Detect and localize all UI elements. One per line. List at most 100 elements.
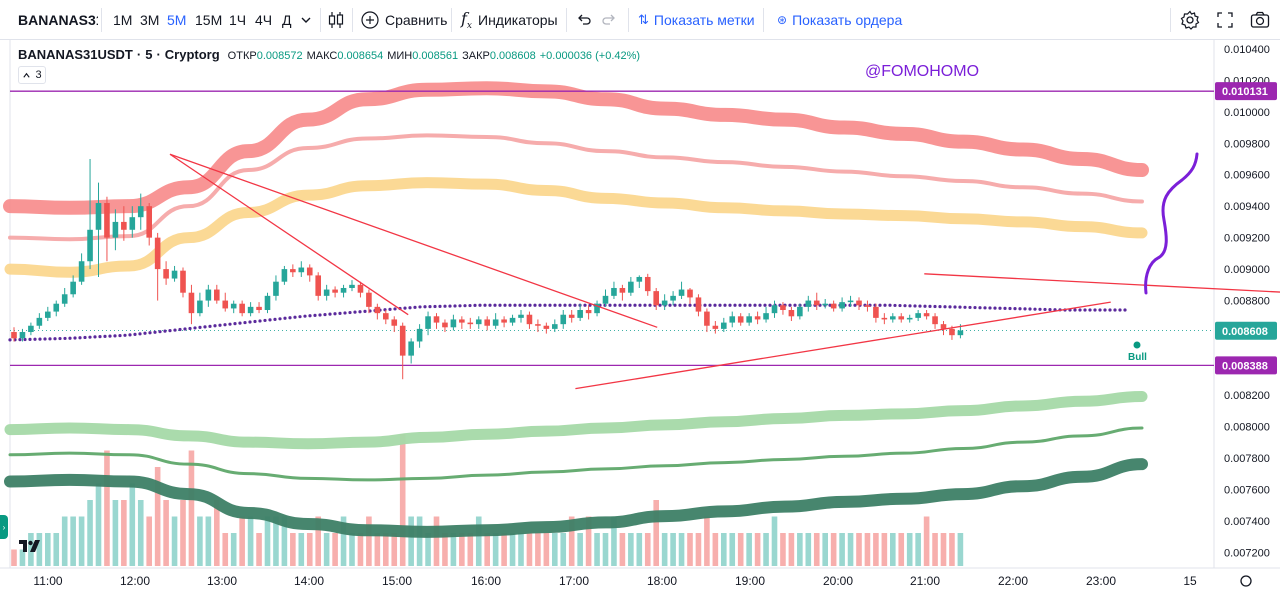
candle-body <box>535 324 541 326</box>
indicators-label: Индикаторы <box>478 12 558 28</box>
dotted-ma-point <box>903 304 907 308</box>
ma-ribbon-line <box>8 133 1144 242</box>
show-orders-button[interactable]: ⊛ Показать ордера <box>777 0 902 40</box>
dotted-ma-point <box>493 303 497 307</box>
price-chart[interactable]: 0.0104000.0102000.0100000.0098000.009600… <box>0 40 1280 600</box>
dotted-ma-point <box>1073 308 1077 312</box>
volume-bar <box>611 516 617 566</box>
timeframe-more-button[interactable] <box>300 0 314 40</box>
dotted-ma-point <box>293 315 297 319</box>
fullscreen-button[interactable] <box>1216 0 1234 40</box>
candle-body <box>577 310 583 318</box>
dotted-ma-point <box>898 303 902 308</box>
symbol-search-button[interactable]: BANANAS31USDT <box>18 12 98 28</box>
candle-body <box>687 289 693 298</box>
dotted-ma-point <box>688 303 692 307</box>
dotted-ma-point <box>618 303 622 307</box>
volume-bar <box>695 533 702 566</box>
candle-body <box>425 316 431 329</box>
volume-bar <box>568 516 575 566</box>
candle-body <box>543 325 550 329</box>
dotted-ma-point <box>423 305 427 309</box>
dotted-ma-point <box>443 304 447 308</box>
candle-body <box>932 316 938 325</box>
dotted-ma-point <box>188 326 192 331</box>
settings-button[interactable] <box>1180 0 1200 40</box>
dotted-ma-point <box>608 303 612 307</box>
time-tick-label: 15:00 <box>382 574 412 588</box>
timeframe-4h-button[interactable]: 4Ч <box>255 12 273 28</box>
chart-type-button[interactable] <box>327 0 345 40</box>
candle-body <box>602 295 609 304</box>
price-label-text: 0.008388 <box>1222 360 1268 372</box>
candle-body <box>11 332 17 339</box>
candle-body <box>230 303 237 309</box>
indicators-collapse-button[interactable]: 3 <box>18 66 46 84</box>
dotted-ma-point <box>683 303 687 307</box>
time-tick-label: 12:00 <box>120 574 150 588</box>
dotted-ma-point <box>968 305 972 310</box>
dotted-ma-point <box>143 331 147 335</box>
legend-change-value: +0.000036 (+0.42%) <box>539 50 641 62</box>
top-toolbar: BANANAS31USDT 1M 3M 5M 15M 1Ч 4Ч Д Сравн… <box>0 0 1280 40</box>
timeframe-1h-button[interactable]: 1Ч <box>229 12 247 28</box>
screenshot-button[interactable] <box>1250 0 1270 40</box>
trend-line <box>169 153 409 316</box>
candle-body <box>306 267 313 276</box>
dotted-ma-point <box>113 334 117 338</box>
dotted-ma-point <box>558 303 562 307</box>
dotted-ma-point <box>973 305 977 310</box>
candle-body <box>332 289 338 293</box>
candle-body <box>459 319 465 323</box>
volume-bar <box>154 467 161 566</box>
volume-bar <box>205 516 212 566</box>
show-marks-button[interactable]: ⇅ Показать метки <box>638 0 755 40</box>
candle-body <box>712 325 719 329</box>
legend-low-label: МИН <box>387 50 413 62</box>
dotted-ma-point <box>483 303 487 307</box>
axis-settings-gear-icon[interactable] <box>1240 575 1252 587</box>
dotted-ma-point <box>928 304 932 308</box>
undo-button[interactable] <box>576 0 592 40</box>
tradingview-logo[interactable] <box>18 538 48 558</box>
dotted-ma-point <box>478 303 482 307</box>
dotted-ma-point <box>1123 308 1127 312</box>
timeframe-1m-button[interactable]: 1M <box>113 12 133 28</box>
dotted-ma-point <box>348 310 352 315</box>
dotted-ma-point <box>168 329 172 333</box>
price-tick-label: 0.007800 <box>1224 453 1270 465</box>
indicators-button[interactable]: fx Индикаторы <box>461 0 558 40</box>
dotted-ma-point <box>213 324 217 328</box>
volume-bar <box>36 533 43 566</box>
volume-bar <box>864 533 871 566</box>
dotted-ma-point <box>518 303 522 307</box>
timeframe-5m-button[interactable]: 5M <box>167 12 187 28</box>
redo-button[interactable] <box>601 0 617 40</box>
timeframe-15m-button[interactable]: 15M <box>195 12 223 28</box>
candle-body <box>721 322 727 329</box>
dotted-ma-point <box>308 314 312 318</box>
dotted-ma-point <box>343 311 347 315</box>
chart-area[interactable]: 0.010400 0.010200 0.010000 0.009800 0.009600… <box>0 40 1280 600</box>
timeframe-d-button[interactable]: Д <box>282 12 292 28</box>
dotted-ma-point <box>633 303 637 307</box>
time-tick-label: 20:00 <box>823 574 853 588</box>
dotted-ma-point <box>248 320 252 324</box>
compare-button[interactable]: Сравнить <box>361 0 447 40</box>
volume-bar <box>721 533 727 566</box>
dotted-ma-point <box>1013 307 1017 311</box>
dotted-ma-point <box>118 333 122 338</box>
dotted-ma-point <box>1108 308 1112 312</box>
dotted-ma-point <box>908 304 912 308</box>
dotted-ma-point <box>853 303 857 307</box>
dotted-ma-point <box>393 307 397 311</box>
ma-ribbon-line <box>4 391 1148 450</box>
price-tick-label: 0.008800 <box>1224 296 1270 308</box>
dotted-ma-point <box>548 303 552 307</box>
volume-bar <box>957 533 964 566</box>
dotted-ma-point <box>123 333 127 337</box>
volume-bar <box>856 533 862 566</box>
side-panel-toggle[interactable]: › <box>0 515 8 539</box>
dotted-ma-point <box>108 334 112 338</box>
timeframe-3m-button[interactable]: 3M <box>140 12 160 28</box>
